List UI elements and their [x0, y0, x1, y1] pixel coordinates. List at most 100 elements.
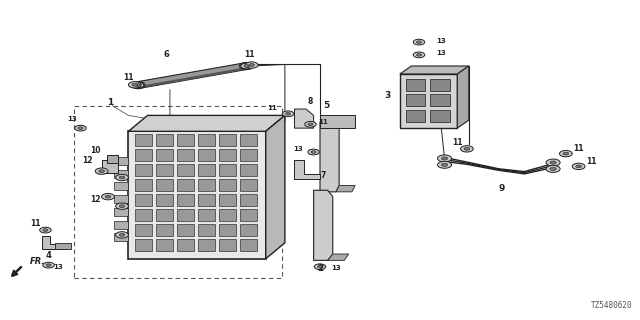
- Polygon shape: [138, 62, 246, 84]
- Bar: [156, 224, 173, 236]
- Circle shape: [442, 163, 448, 166]
- Polygon shape: [129, 116, 285, 131]
- Bar: [406, 94, 426, 107]
- Text: 11: 11: [573, 144, 584, 153]
- Bar: [115, 182, 129, 190]
- Text: 13: 13: [292, 146, 303, 152]
- Circle shape: [559, 150, 572, 157]
- Bar: [156, 164, 173, 176]
- Bar: [177, 134, 194, 146]
- Circle shape: [417, 41, 422, 44]
- Bar: [55, 244, 71, 249]
- Bar: [156, 149, 173, 161]
- Circle shape: [442, 157, 448, 160]
- Circle shape: [305, 122, 316, 127]
- Bar: [177, 179, 194, 191]
- Text: 12: 12: [90, 195, 100, 204]
- Bar: [135, 224, 152, 236]
- Text: FR.: FR.: [29, 257, 45, 266]
- Circle shape: [438, 155, 452, 162]
- Circle shape: [43, 262, 54, 268]
- Text: 6: 6: [164, 50, 170, 59]
- Bar: [198, 179, 215, 191]
- Text: 13: 13: [67, 116, 77, 122]
- Circle shape: [136, 84, 141, 86]
- Circle shape: [43, 229, 48, 231]
- Circle shape: [116, 203, 129, 209]
- Text: 3: 3: [384, 91, 390, 100]
- Bar: [431, 79, 450, 91]
- Polygon shape: [138, 62, 246, 89]
- Circle shape: [413, 39, 425, 45]
- Circle shape: [95, 168, 108, 174]
- Text: 12: 12: [82, 156, 92, 164]
- Text: 13: 13: [331, 265, 341, 271]
- Text: 13: 13: [53, 264, 63, 270]
- Bar: [220, 179, 236, 191]
- Circle shape: [308, 123, 313, 126]
- Text: 13: 13: [436, 50, 446, 56]
- Bar: [135, 179, 152, 191]
- Bar: [135, 194, 152, 206]
- Circle shape: [99, 170, 104, 172]
- Bar: [177, 194, 194, 206]
- Circle shape: [311, 151, 316, 153]
- Circle shape: [464, 148, 470, 150]
- Bar: [156, 239, 173, 251]
- Polygon shape: [294, 109, 314, 128]
- Bar: [177, 224, 194, 236]
- Circle shape: [102, 194, 115, 200]
- Bar: [241, 239, 257, 251]
- Text: 2: 2: [317, 264, 323, 273]
- Bar: [135, 149, 152, 161]
- Bar: [115, 170, 129, 178]
- Bar: [135, 209, 152, 221]
- Text: 11: 11: [586, 157, 596, 166]
- Bar: [220, 239, 236, 251]
- Bar: [241, 179, 257, 191]
- Circle shape: [46, 264, 51, 267]
- Circle shape: [116, 174, 129, 181]
- Bar: [241, 224, 257, 236]
- Circle shape: [75, 125, 86, 131]
- Bar: [220, 209, 236, 221]
- Circle shape: [461, 146, 473, 152]
- Bar: [156, 179, 173, 191]
- Circle shape: [78, 127, 83, 129]
- Circle shape: [546, 159, 560, 166]
- Text: 11: 11: [318, 119, 328, 125]
- Bar: [241, 134, 257, 146]
- Circle shape: [239, 62, 253, 69]
- Circle shape: [105, 195, 111, 198]
- Polygon shape: [266, 116, 285, 259]
- Bar: [431, 110, 450, 122]
- Polygon shape: [138, 67, 246, 89]
- Bar: [198, 194, 215, 206]
- Bar: [241, 209, 257, 221]
- Bar: [198, 164, 215, 176]
- Circle shape: [241, 63, 252, 69]
- Circle shape: [129, 82, 141, 88]
- Circle shape: [438, 161, 452, 168]
- Bar: [115, 157, 129, 165]
- Circle shape: [285, 113, 291, 115]
- Polygon shape: [320, 122, 339, 192]
- Circle shape: [40, 227, 51, 233]
- Text: 11: 11: [244, 50, 255, 59]
- Circle shape: [282, 111, 294, 117]
- Polygon shape: [314, 190, 333, 260]
- Text: 5: 5: [323, 101, 330, 110]
- Bar: [156, 194, 173, 206]
- Bar: [156, 134, 173, 146]
- Bar: [241, 164, 257, 176]
- Bar: [198, 239, 215, 251]
- Bar: [129, 131, 266, 259]
- Bar: [135, 239, 152, 251]
- Bar: [102, 160, 118, 173]
- Circle shape: [417, 53, 422, 56]
- Text: 11: 11: [452, 138, 463, 147]
- Bar: [115, 233, 129, 241]
- Polygon shape: [328, 254, 349, 260]
- Circle shape: [132, 84, 138, 86]
- Circle shape: [249, 64, 255, 67]
